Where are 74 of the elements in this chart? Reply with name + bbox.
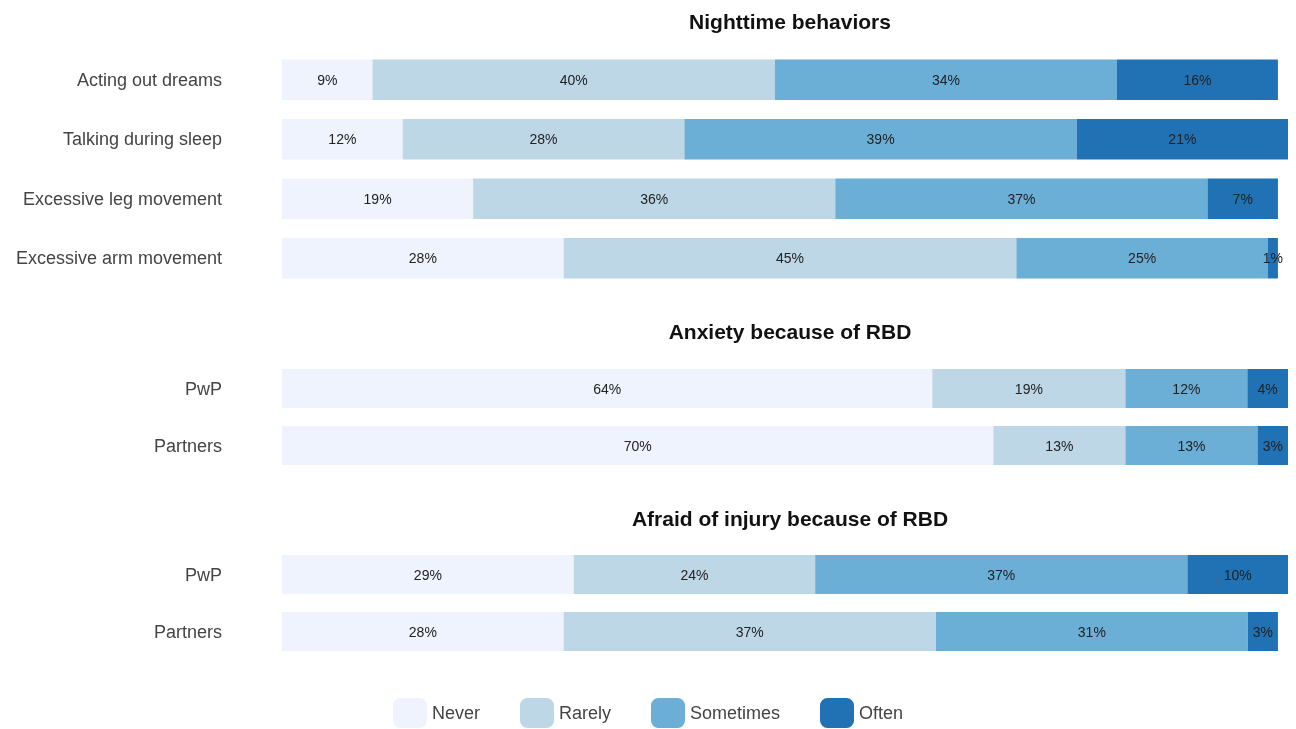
bar	[473, 178, 836, 219]
y-tick-label: Acting out dreams	[76, 69, 222, 90]
y-tick-label: Excessive leg movement	[22, 188, 222, 209]
data-label: 3%	[1252, 623, 1273, 640]
data-label: 10%	[1223, 566, 1252, 583]
bar	[1125, 426, 1258, 465]
y-tick-label: PwP	[184, 378, 222, 399]
bar	[684, 119, 1077, 160]
legend-label: Sometimes	[689, 703, 781, 723]
bar	[282, 612, 564, 651]
legend-label: Often	[859, 703, 904, 723]
bar	[282, 119, 403, 160]
bar	[835, 178, 1208, 219]
y-tick-label: Partners	[153, 621, 222, 642]
data-label: 12%	[1172, 380, 1201, 397]
bar	[993, 426, 1126, 465]
data-label: 12%	[328, 131, 357, 148]
bar	[563, 612, 936, 651]
bar	[1187, 555, 1288, 594]
data-label: 28%	[408, 250, 437, 267]
bar	[932, 369, 1126, 408]
y-tick-label: Partners	[153, 435, 222, 456]
data-label: 34%	[931, 71, 960, 88]
y-tick-label: PwP	[184, 564, 222, 585]
bar	[563, 238, 1017, 279]
data-label: 24%	[680, 566, 709, 583]
data-label: 13%	[1177, 437, 1206, 454]
bar	[1207, 178, 1278, 219]
data-label: 4%	[1257, 380, 1278, 397]
bar	[573, 555, 816, 594]
data-label: 29%	[413, 566, 442, 583]
data-label: 25%	[1128, 250, 1157, 267]
data-label: 40%	[559, 71, 588, 88]
data-label: 16%	[1183, 71, 1212, 88]
data-label: 7%	[1232, 190, 1253, 207]
y-tick-label: Talking during sleep	[62, 129, 222, 150]
data-label: 13%	[1045, 437, 1074, 454]
data-label: 39%	[866, 131, 895, 148]
bar	[282, 59, 373, 100]
bar	[774, 59, 1117, 100]
data-label: 70%	[623, 437, 652, 454]
bar	[282, 555, 574, 594]
bar	[935, 612, 1248, 651]
chart-title: Afraid of injury because of RBD	[631, 507, 949, 530]
bar	[282, 369, 933, 408]
data-label: 64%	[593, 380, 622, 397]
bar	[282, 178, 474, 219]
data-label: 45%	[776, 250, 805, 267]
legend-label: Never	[431, 703, 480, 723]
bar	[372, 59, 775, 100]
data-label: 21%	[1168, 131, 1197, 148]
bar	[1076, 119, 1288, 160]
data-label: 19%	[363, 190, 392, 207]
y-tick-label: Excessive arm movement	[15, 248, 222, 269]
bar	[282, 238, 564, 279]
data-label: 3%	[1262, 437, 1283, 454]
chart-title: Nighttime behaviors	[689, 10, 891, 33]
bar	[1125, 369, 1248, 408]
data-label: 31%	[1077, 623, 1106, 640]
bar	[1247, 369, 1288, 408]
data-label: 37%	[1007, 190, 1036, 207]
legend-label: Rarely	[558, 703, 611, 723]
chart-title: Anxiety because of RBD	[668, 320, 912, 343]
data-label: 28%	[529, 131, 558, 148]
data-label: 19%	[1014, 380, 1043, 397]
bar	[815, 555, 1188, 594]
data-label: 9%	[317, 71, 338, 88]
data-label: 28%	[408, 623, 437, 640]
bar	[1116, 59, 1278, 100]
bar	[282, 426, 994, 465]
data-label: 37%	[987, 566, 1016, 583]
data-label: 36%	[640, 190, 669, 207]
bar	[402, 119, 685, 160]
data-label: 37%	[735, 623, 764, 640]
